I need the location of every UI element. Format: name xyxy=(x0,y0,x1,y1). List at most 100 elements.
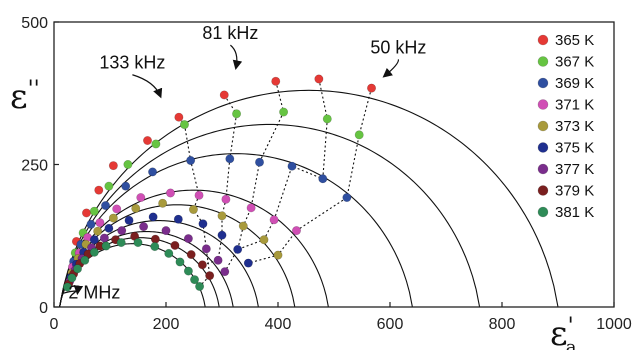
legend-label-375-K: 375 K xyxy=(555,140,594,157)
data-point-373-K xyxy=(238,221,248,231)
data-point-375-K xyxy=(104,223,114,233)
data-point-377-K xyxy=(161,226,171,236)
data-point-365-K xyxy=(367,83,377,93)
x-tick-label: 600 xyxy=(377,316,404,333)
data-point-377-K xyxy=(201,244,211,254)
data-point-379-K xyxy=(170,240,180,250)
x-axis-title-prime: ' xyxy=(568,314,574,339)
data-point-373-K xyxy=(259,235,269,245)
data-markers xyxy=(62,74,377,292)
legend-label-381-K: 381 K xyxy=(555,204,594,221)
fit-arcs xyxy=(59,89,559,308)
data-point-381-K xyxy=(101,241,111,251)
data-point-377-K xyxy=(117,226,127,236)
data-point-369-K xyxy=(318,174,328,184)
x-axis-title-sub: a xyxy=(566,337,577,350)
axis-titles: ε'' ε' a xyxy=(10,77,577,350)
data-point-367-K xyxy=(89,206,99,216)
y-axis-title-main: ε xyxy=(10,77,28,117)
y-axis-title-prime: '' xyxy=(28,77,40,102)
annotation-arrow-1 xyxy=(230,44,243,70)
axes: 0 200 400 600 800 1000 0 250 500 xyxy=(21,15,632,333)
x-tick-label: 0 xyxy=(50,316,59,333)
data-point-365-K xyxy=(219,90,229,100)
data-point-373-K xyxy=(108,213,118,223)
x-axis-title-main: ε xyxy=(550,314,568,350)
annotation-label-1: 81 kHz xyxy=(202,23,258,43)
data-point-379-K xyxy=(150,234,160,244)
annotation-arrow-2 xyxy=(382,59,400,78)
y-axis-title: ε'' xyxy=(10,77,40,117)
data-point-371-K xyxy=(269,215,279,225)
data-point-365-K xyxy=(143,136,153,146)
data-point-375-K xyxy=(198,219,208,229)
legend-marker-367-K xyxy=(537,56,549,67)
data-point-373-K xyxy=(188,205,198,215)
data-point-377-K xyxy=(183,234,193,244)
data-point-377-K xyxy=(139,222,149,232)
data-point-369-K xyxy=(148,167,158,177)
data-point-381-K xyxy=(175,257,185,267)
data-point-381-K xyxy=(67,273,77,283)
data-point-367-K xyxy=(354,130,364,140)
annotation-arrow-3 xyxy=(62,285,84,296)
data-point-369-K xyxy=(225,154,235,164)
legend-label-365-K: 365 K xyxy=(555,32,594,49)
data-point-365-K xyxy=(314,74,324,84)
legend: 365 K 367 K 369 K 371 K 373 K 375 K 377 K 379 K… xyxy=(537,32,594,221)
data-point-373-K xyxy=(93,226,103,236)
x-tick-label: 800 xyxy=(489,316,516,333)
data-point-375-K xyxy=(243,258,253,268)
data-point-371-K xyxy=(136,193,146,203)
annotation-label-0: 133 kHz xyxy=(99,53,165,73)
fit-arc-371-K xyxy=(59,189,329,308)
legend-marker-369-K xyxy=(537,77,549,89)
data-point-381-K xyxy=(183,266,193,276)
data-point-381-K xyxy=(73,264,83,274)
data-point-381-K xyxy=(133,238,143,248)
data-point-365-K xyxy=(271,76,281,86)
data-point-365-K xyxy=(81,208,91,218)
y-tick-label: 500 xyxy=(21,15,48,32)
data-point-369-K xyxy=(287,161,297,171)
data-point-381-K xyxy=(116,238,126,248)
data-point-381-K xyxy=(80,255,90,265)
data-point-365-K xyxy=(108,161,118,171)
legend-marker-371-K xyxy=(537,99,549,110)
data-point-367-K xyxy=(151,139,161,149)
fit-arc-365-K xyxy=(59,89,559,308)
data-point-373-K xyxy=(217,211,227,221)
data-point-369-K xyxy=(121,181,131,191)
data-point-371-K xyxy=(165,188,175,198)
iso-curve-2 xyxy=(248,87,373,264)
iso-curve-1 xyxy=(224,81,285,272)
data-point-369-K xyxy=(101,201,111,211)
data-point-379-K xyxy=(186,250,196,260)
data-point-371-K xyxy=(221,194,231,204)
data-point-373-K xyxy=(131,203,141,213)
data-point-375-K xyxy=(148,212,158,222)
data-point-379-K xyxy=(205,271,215,281)
data-point-381-K xyxy=(150,242,160,252)
data-point-367-K xyxy=(123,160,133,170)
data-point-379-K xyxy=(197,260,207,270)
annotation-label-3: 2 MHz xyxy=(68,282,120,302)
data-point-369-K xyxy=(342,193,352,203)
y-tick-label: 250 xyxy=(21,158,48,175)
x-tick-label: 400 xyxy=(265,316,292,333)
data-point-375-K xyxy=(233,244,243,254)
legend-label-379-K: 379 K xyxy=(555,183,594,200)
annotation-label-2: 50 kHz xyxy=(370,37,426,57)
data-point-371-K xyxy=(112,204,122,214)
legend-marker-379-K xyxy=(537,185,549,196)
legend-marker-381-K xyxy=(537,206,549,218)
x-tick-label: 200 xyxy=(153,316,180,333)
x-axis-title: ε' a xyxy=(550,314,577,350)
data-point-375-K xyxy=(89,235,99,245)
legend-marker-365-K xyxy=(537,34,549,46)
legend-label-371-K: 371 K xyxy=(555,97,594,114)
data-point-377-K xyxy=(213,255,223,265)
data-point-377-K xyxy=(220,267,230,277)
legend-marker-373-K xyxy=(537,120,549,132)
